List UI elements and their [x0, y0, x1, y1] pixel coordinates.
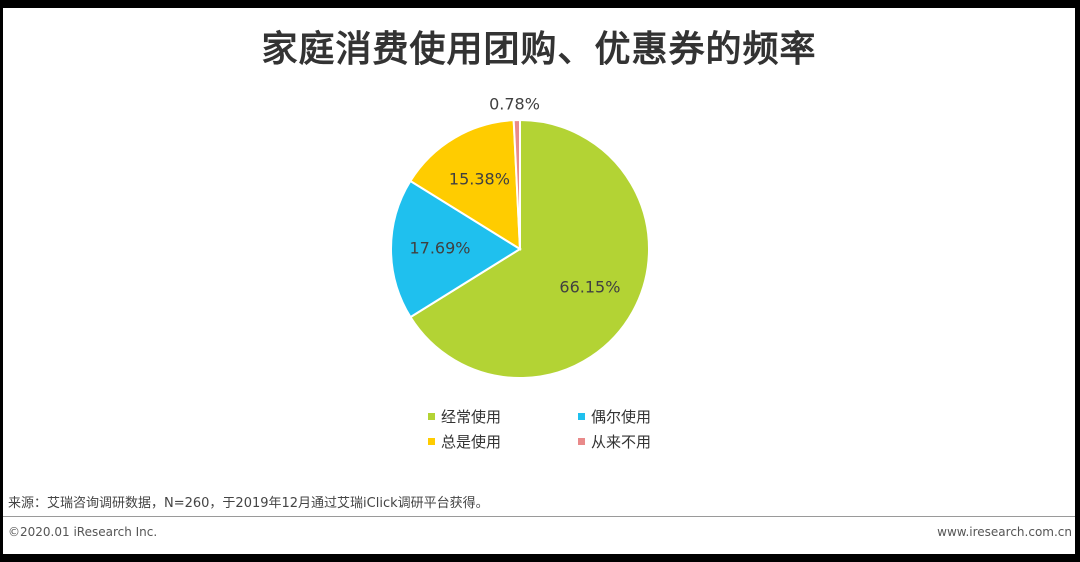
pie-slice-occasionally: [390, 179, 522, 319]
legend-swatch-never: [578, 437, 585, 445]
website-link[interactable]: www.iresearch.com.cn: [937, 525, 1072, 539]
pie-slice-never: [512, 118, 521, 250]
legend-item-never: 从来不用: [578, 431, 708, 451]
footer-divider: [3, 516, 1075, 517]
legend-label-never: 从来不用: [591, 432, 652, 451]
slide: 家庭消费使用团购、优惠券的频率 66.15% 17.69% 15.38% 0.78% …: [3, 8, 1075, 554]
legend-swatch-occasionally: [578, 412, 585, 420]
legend-swatch-often: [428, 412, 435, 420]
data-label-never: 0.78%: [489, 95, 540, 114]
legend-item-always: 总是使用: [428, 431, 578, 451]
legend-item-occasionally: 偶尔使用: [578, 406, 708, 426]
legend-label-always: 总是使用: [441, 432, 502, 451]
legend-swatch-always: [428, 437, 435, 445]
legend-label-occasionally: 偶尔使用: [591, 407, 652, 426]
legend-label-often: 经常使用: [441, 407, 502, 426]
pie-slice-often: [409, 118, 650, 379]
legend-item-often: 经常使用: [428, 406, 578, 426]
pie-slice-always: [409, 119, 522, 251]
data-label-often: 66.15%: [559, 277, 620, 296]
chart-title: 家庭消费使用团购、优惠券的频率: [261, 29, 817, 70]
data-label-always: 15.38%: [449, 170, 510, 189]
source-note: 来源：艾瑞咨询调研数据，N=260，于2019年12月通过艾瑞iClick调研平…: [8, 496, 489, 511]
pie-chart: 66.15% 17.69% 15.38% 0.78%: [390, 95, 650, 379]
copyright-text: ©2020.01 iResearch Inc.: [8, 525, 158, 539]
data-label-occasionally: 17.69%: [409, 239, 470, 258]
legend: 经常使用 偶尔使用 总是使用 从来不用: [428, 406, 708, 451]
